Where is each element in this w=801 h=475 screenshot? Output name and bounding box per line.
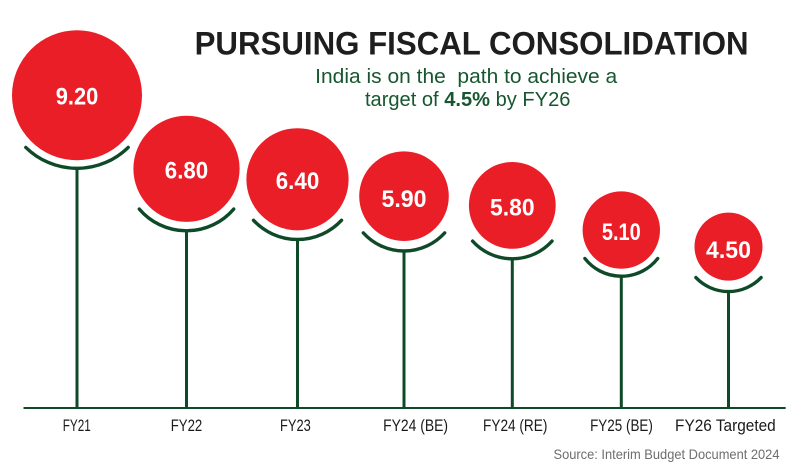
- svg-text:FY23: FY23: [280, 416, 311, 435]
- svg-text:6.40: 6.40: [276, 168, 320, 195]
- svg-text:6.80: 6.80: [165, 158, 208, 185]
- svg-text:FY26 Targeted: FY26 Targeted: [675, 416, 776, 435]
- svg-text:9.20: 9.20: [56, 83, 99, 110]
- svg-text:PURSUING FISCAL CONSOLIDATION: PURSUING FISCAL CONSOLIDATION: [195, 25, 749, 61]
- svg-text:FY25 (BE): FY25 (BE): [590, 416, 653, 435]
- svg-text:India is on the path to achie: India is on the path to achieve a: [315, 65, 618, 88]
- svg-text:5.10: 5.10: [602, 219, 641, 246]
- svg-text:FY24 (BE): FY24 (BE): [383, 416, 448, 435]
- svg-text:FY24 (RE): FY24 (RE): [483, 416, 547, 435]
- svg-text:4.50: 4.50: [706, 237, 751, 264]
- svg-text:5.90: 5.90: [381, 186, 426, 213]
- svg-text:FY22: FY22: [171, 416, 203, 435]
- svg-text:FY21: FY21: [63, 416, 91, 435]
- svg-text:target of 4.5% by FY26: target of 4.5% by FY26: [365, 88, 571, 111]
- svg-text:Source: Interim Budget Documen: Source: Interim Budget Document 2024: [554, 446, 780, 462]
- svg-text:5.80: 5.80: [490, 195, 535, 222]
